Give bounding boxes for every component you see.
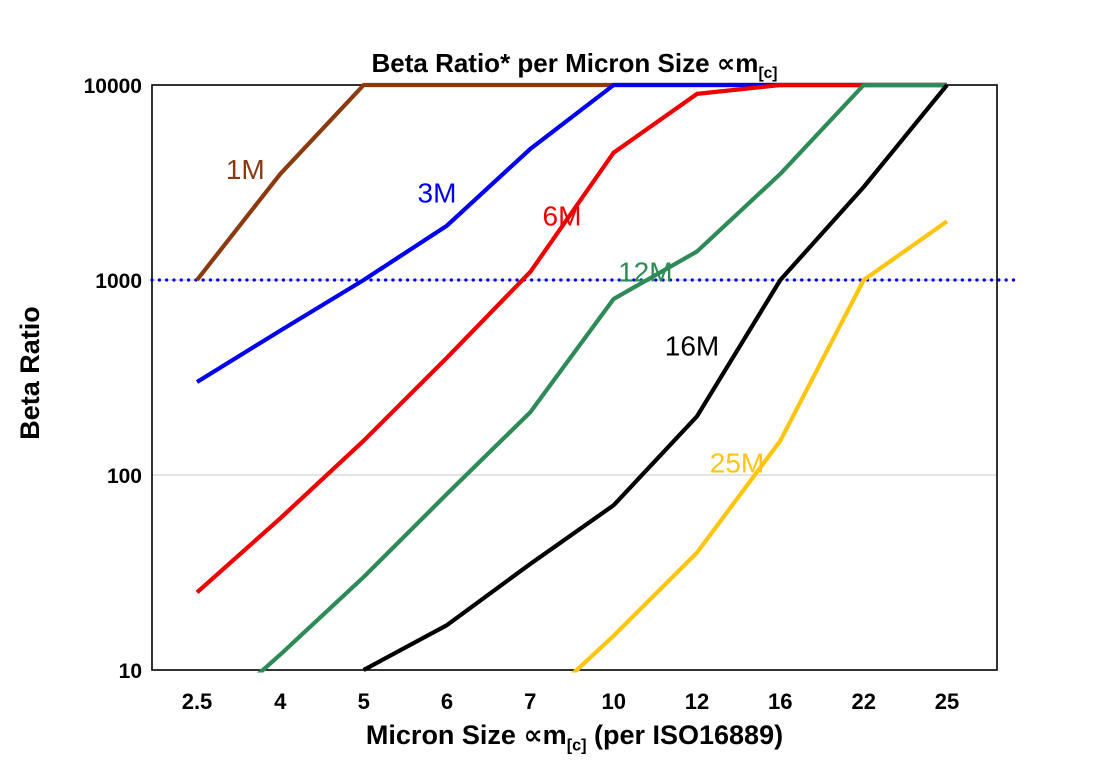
x-axis-label: Micron Size ∝m[c] (per ISO16889) xyxy=(132,720,1017,755)
x-tick-label: 6 xyxy=(441,689,453,714)
x-tick-label: 12 xyxy=(685,689,709,714)
x-axis-label-suffix: (per ISO16889) xyxy=(586,720,784,750)
series-label-12M: 12M xyxy=(618,257,672,288)
x-tick-label: 16 xyxy=(768,689,792,714)
y-tick-label: 10 xyxy=(119,660,142,683)
series-label-6M: 6M xyxy=(543,201,582,232)
series-line-12M xyxy=(257,82,947,673)
x-axis-label-subscript: [c] xyxy=(566,736,587,755)
x-axis-label-prefix: Micron Size xyxy=(365,720,524,750)
chart-title-text: Beta Ratio* per Micron Size xyxy=(371,48,717,78)
series-line-6M xyxy=(195,82,947,594)
x-tick-label: 22 xyxy=(851,689,875,714)
y-tick-label: 100 xyxy=(107,465,142,488)
series-group xyxy=(195,82,949,673)
series-label-1M: 1M xyxy=(226,154,265,185)
series-label-25M: 25M xyxy=(710,448,764,479)
chart-title-subscript: [c] xyxy=(758,65,778,83)
x-tick-label: 5 xyxy=(358,689,370,714)
x-tick-label: 4 xyxy=(274,689,287,714)
y-tick-label: 1000 xyxy=(95,270,142,293)
x-tick-label: 10 xyxy=(601,689,625,714)
micron-symbol: ∝m xyxy=(716,48,759,78)
series-line-25M xyxy=(571,219,949,673)
x-tick-label: 25 xyxy=(935,689,959,714)
x-tick-label: 2.5 xyxy=(182,689,213,714)
series-line-16M xyxy=(362,83,949,672)
x-tick-label: 7 xyxy=(524,689,536,714)
micron-symbol: ∝m xyxy=(523,720,567,750)
series-label-16M: 16M xyxy=(665,331,719,362)
chart-title: Beta Ratio* per Micron Size ∝m[c] xyxy=(132,48,1017,83)
series-label-3M: 3M xyxy=(418,177,457,208)
y-axis-label: Beta Ratio xyxy=(15,306,45,440)
y-tick-label: 10000 xyxy=(84,75,142,98)
